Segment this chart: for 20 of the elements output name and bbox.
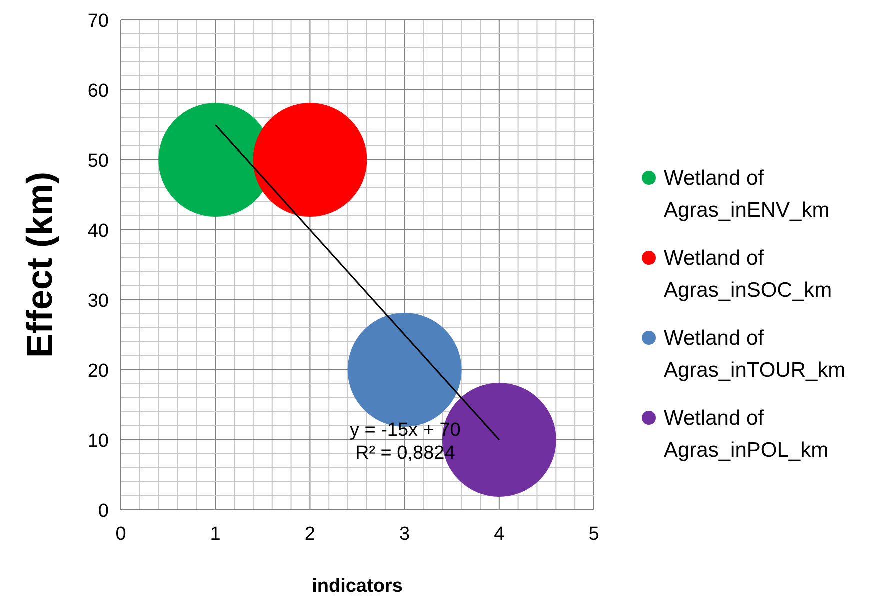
y-tick-label: 30 bbox=[88, 291, 109, 312]
x-tick-label: 0 bbox=[116, 524, 126, 545]
legend-label: Wetland of Agras_inSOC_km bbox=[664, 247, 832, 302]
y-tick-label: 20 bbox=[88, 361, 109, 382]
y-tick-label: 50 bbox=[88, 151, 109, 172]
legend-label: Wetland of Agras_inPOL_km bbox=[664, 407, 829, 462]
y-tick-label: 70 bbox=[88, 11, 109, 32]
y-axis-title: Effect (km) bbox=[19, 172, 60, 358]
x-tick-label: 2 bbox=[304, 524, 316, 545]
y-tick-label: 40 bbox=[88, 221, 109, 242]
x-tick-label: 4 bbox=[494, 524, 506, 545]
y-tick-label: 10 bbox=[88, 431, 109, 452]
x-tick-label: 5 bbox=[588, 524, 600, 545]
x-tick-label: 3 bbox=[400, 524, 410, 545]
legend-label: Wetland of Agras_inTOUR_km bbox=[664, 327, 846, 382]
y-tick-label: 60 bbox=[88, 81, 109, 102]
x-axis-title: indicators bbox=[312, 576, 403, 597]
y-tick-label: 0 bbox=[98, 501, 109, 522]
x-tick-label: 1 bbox=[210, 524, 221, 545]
legend-label: Wetland of Agras_inENV_km bbox=[664, 167, 830, 222]
